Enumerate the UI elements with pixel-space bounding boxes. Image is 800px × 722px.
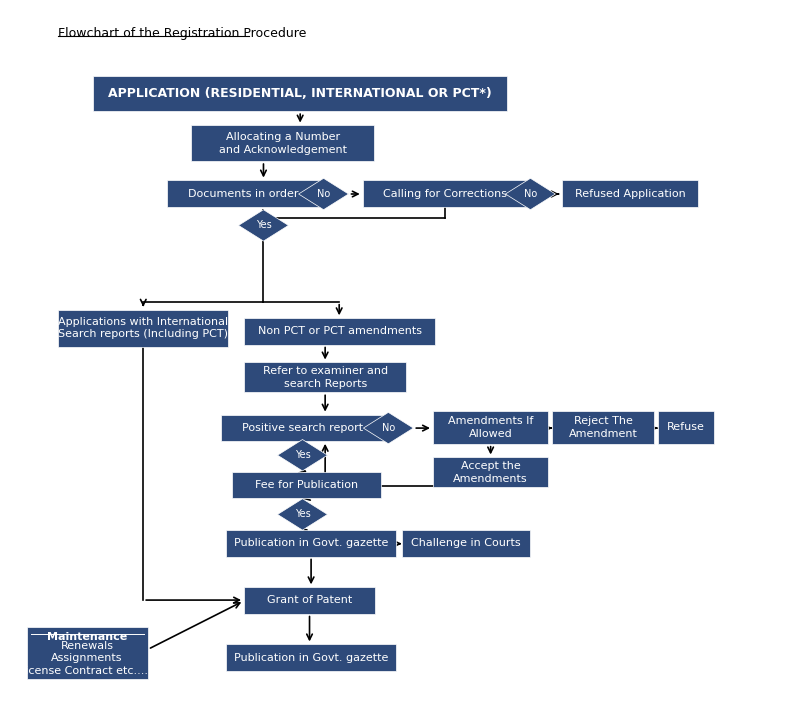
FancyBboxPatch shape: [552, 411, 654, 444]
Text: Fee for Publication: Fee for Publication: [255, 480, 358, 490]
Text: Grant of Patent: Grant of Patent: [267, 596, 352, 606]
Polygon shape: [506, 178, 555, 209]
Text: Refused Application: Refused Application: [574, 188, 686, 199]
FancyBboxPatch shape: [27, 627, 148, 679]
Text: APPLICATION (RESIDENTIAL, INTERNATIONAL OR PCT*): APPLICATION (RESIDENTIAL, INTERNATIONAL …: [108, 87, 492, 100]
Text: Amendments If
Allowed: Amendments If Allowed: [448, 416, 534, 438]
Text: Allocating a Number
and Acknowledgement: Allocating a Number and Acknowledgement: [218, 132, 346, 155]
Text: Yes: Yes: [294, 510, 310, 519]
FancyBboxPatch shape: [402, 530, 530, 557]
FancyBboxPatch shape: [222, 414, 384, 441]
Text: No: No: [382, 423, 395, 433]
Text: Challenge in Courts: Challenge in Courts: [411, 539, 521, 548]
FancyBboxPatch shape: [244, 362, 406, 392]
Text: Publication in Govt. gazette: Publication in Govt. gazette: [234, 539, 388, 548]
FancyBboxPatch shape: [226, 530, 396, 557]
FancyBboxPatch shape: [94, 76, 507, 111]
Text: Yes: Yes: [256, 220, 271, 230]
Polygon shape: [278, 440, 327, 471]
Text: No: No: [524, 189, 537, 199]
FancyBboxPatch shape: [232, 471, 381, 498]
FancyBboxPatch shape: [562, 180, 698, 206]
Polygon shape: [298, 178, 349, 209]
Text: Calling for Corrections: Calling for Corrections: [382, 188, 506, 199]
FancyBboxPatch shape: [362, 180, 526, 206]
FancyBboxPatch shape: [226, 644, 396, 671]
Text: Accept the
Amendments: Accept the Amendments: [454, 461, 528, 484]
Text: Applications with International
Search reports (Including PCT): Applications with International Search r…: [58, 317, 228, 339]
FancyBboxPatch shape: [433, 457, 548, 487]
Text: Flowchart of the Registration Procedure: Flowchart of the Registration Procedure: [58, 27, 306, 40]
Text: Reject The
Amendment: Reject The Amendment: [569, 416, 638, 438]
FancyBboxPatch shape: [433, 411, 548, 444]
Text: Refer to examiner and
search Reports: Refer to examiner and search Reports: [262, 366, 388, 388]
Polygon shape: [363, 412, 414, 444]
Text: Refuse: Refuse: [667, 422, 705, 432]
Text: Publication in Govt. gazette: Publication in Govt. gazette: [234, 653, 388, 663]
Text: Positive search report: Positive search report: [242, 422, 363, 432]
FancyBboxPatch shape: [191, 126, 374, 161]
Text: Maintenance: Maintenance: [47, 632, 127, 642]
FancyBboxPatch shape: [167, 180, 320, 206]
Text: Non PCT or PCT amendments: Non PCT or PCT amendments: [258, 326, 422, 336]
Text: Documents in order: Documents in order: [188, 188, 299, 199]
Text: No: No: [317, 189, 330, 199]
Polygon shape: [278, 499, 327, 530]
FancyBboxPatch shape: [658, 411, 714, 444]
Polygon shape: [238, 209, 289, 241]
FancyBboxPatch shape: [244, 318, 435, 344]
FancyBboxPatch shape: [244, 587, 375, 614]
Text: Yes: Yes: [294, 451, 310, 460]
FancyBboxPatch shape: [58, 310, 228, 347]
Text: Renewals
Assignments
License Contract etc......: Renewals Assignments License Contract et…: [19, 640, 155, 676]
